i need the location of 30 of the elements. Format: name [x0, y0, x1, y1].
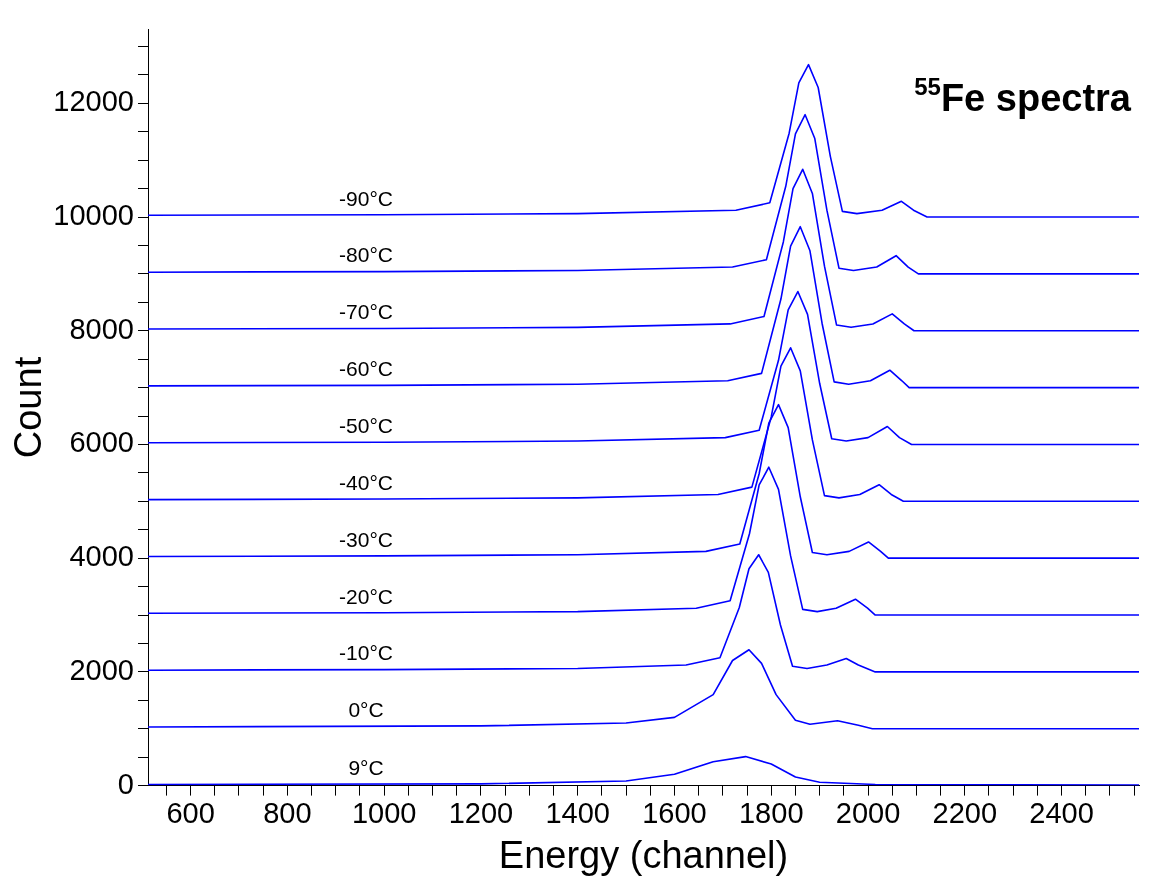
x-tick-label: 800 — [263, 797, 312, 829]
series-label: 9°C — [348, 755, 384, 779]
series-label: -70°C — [339, 300, 393, 324]
series-label: -30°C — [339, 527, 393, 551]
series-label: -40°C — [339, 470, 393, 494]
y-tick-label: 0 — [117, 767, 134, 800]
x-tick-label: 2000 — [835, 797, 901, 829]
series-label: -60°C — [339, 357, 393, 381]
x-tick-label: 2400 — [1029, 797, 1094, 829]
series-label: -10°C — [339, 641, 393, 665]
series-label: 0°C — [348, 698, 384, 722]
x-tick-label: 1400 — [545, 797, 610, 829]
x-tick-label: 1800 — [738, 797, 804, 829]
series-label: -20°C — [339, 584, 393, 608]
x-tick-label: 1000 — [351, 797, 417, 829]
series-label: -50°C — [339, 414, 393, 438]
x-tick-label: 1200 — [448, 797, 514, 829]
x-tick-label: 600 — [166, 797, 215, 829]
y-tick-label: 8000 — [69, 312, 134, 345]
y-tick-label: 10000 — [53, 199, 134, 232]
y-tick-label: 2000 — [69, 653, 134, 686]
series-label: -90°C — [339, 186, 393, 210]
x-tick-label: 1600 — [642, 797, 707, 829]
y-tick-label: 4000 — [69, 540, 134, 573]
y-tick-label: 6000 — [69, 426, 134, 459]
x-axis-title: Energy (channel) — [498, 833, 789, 876]
x-tick-label: 2200 — [932, 797, 998, 829]
y-axis-title: Count — [7, 356, 50, 459]
series-label: -80°C — [339, 243, 393, 267]
y-tick-label: 12000 — [53, 85, 134, 118]
